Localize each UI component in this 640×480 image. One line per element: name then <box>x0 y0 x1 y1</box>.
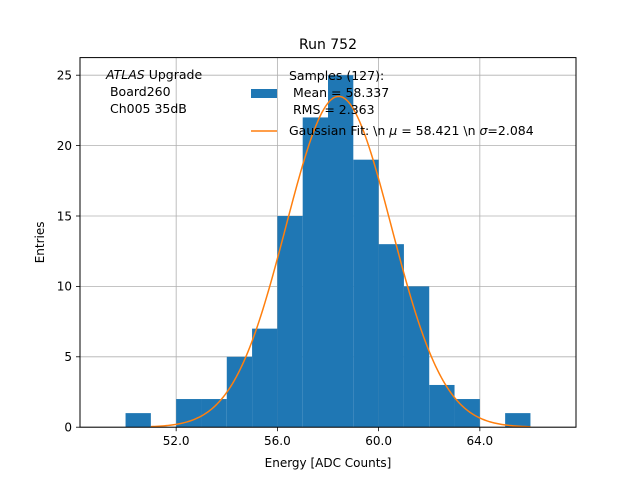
histogram-bar <box>277 216 303 428</box>
annotation-upgrade: Upgrade <box>145 67 203 82</box>
x-tick-label: 60.0 <box>365 434 392 448</box>
histogram-bar <box>252 328 278 428</box>
y-axis-label: Entries <box>33 222 47 264</box>
histogram-bar <box>429 384 455 428</box>
legend-hist-line-2: Mean = 58.337 <box>289 85 389 100</box>
legend-fit-prefix: Gaussian Fit: \n <box>289 123 389 138</box>
legend-hist-line-1: Samples (127): <box>289 68 384 83</box>
histogram-bar <box>403 286 430 428</box>
histogram-bars <box>125 75 531 428</box>
x-axis-label: Energy [ADC Counts] <box>265 456 392 470</box>
histogram-bar <box>176 399 202 428</box>
legend-fit-sigma-symbol: σ <box>479 123 488 138</box>
atlas-annotation: ATLAS Upgrade Board260 Ch005 35dB <box>105 67 202 116</box>
legend-hist-swatch <box>251 89 277 98</box>
histogram-bar <box>302 117 328 428</box>
x-axis-ticks: 52.0 56.0 60.0 64.0 <box>163 427 493 448</box>
y-tick-label: 5 <box>64 350 72 364</box>
annotation-line-3: Ch005 35dB <box>106 101 187 116</box>
x-tick-label: 52.0 <box>163 434 190 448</box>
y-axis-ticks: 0 5 10 15 20 25 <box>57 69 80 435</box>
x-tick-label: 56.0 <box>264 434 291 448</box>
y-tick-label: 10 <box>57 280 72 294</box>
x-tick-label: 64.0 <box>466 434 493 448</box>
legend-hist-line-3: RMS = 2.363 <box>289 102 375 117</box>
histogram-bar <box>353 159 379 428</box>
histogram-bar <box>328 75 354 428</box>
annotation-line-2: Board260 <box>106 84 171 99</box>
gaussian-fit-line <box>150 95 531 428</box>
annotation-atlas: ATLAS <box>105 67 145 82</box>
y-tick-label: 15 <box>57 209 72 223</box>
histogram-bar <box>454 399 480 428</box>
legend: Samples (127): Mean = 58.337 RMS = 2.363… <box>251 68 534 138</box>
y-tick-label: 20 <box>57 139 72 153</box>
chart-title: Run 752 <box>299 37 357 53</box>
legend-fit-sigma-value: =2.084 <box>487 123 533 138</box>
legend-fit-mu-symbol: μ <box>388 123 397 138</box>
histogram-bar <box>125 413 151 428</box>
axes-frame <box>79 57 577 428</box>
legend-fit-label: Gaussian Fit: \n μ = 58.421 \n σ=2.084 <box>289 123 534 138</box>
histogram-bar <box>226 356 253 428</box>
histogram-bar <box>505 413 531 428</box>
annotation-line-1: ATLAS Upgrade <box>105 67 202 82</box>
y-tick-label: 0 <box>64 421 72 435</box>
histogram-bar <box>378 244 404 428</box>
legend-fit-mu-value: = 58.421 \n <box>397 123 479 138</box>
y-tick-label: 25 <box>57 69 72 83</box>
